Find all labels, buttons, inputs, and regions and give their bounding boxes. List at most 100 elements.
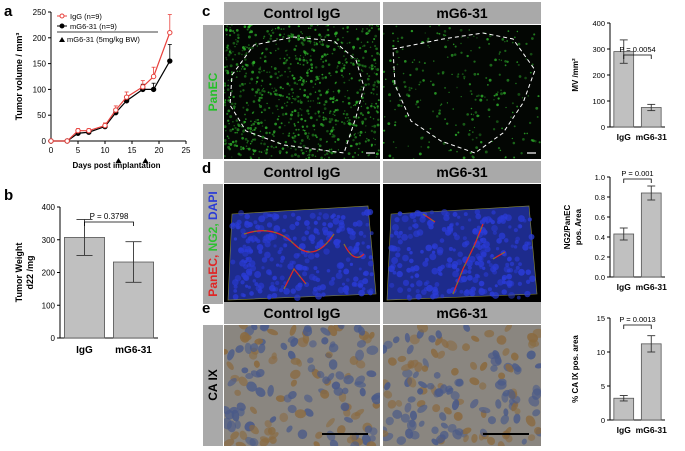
vessel-dot xyxy=(340,41,344,45)
nucleus xyxy=(275,263,280,267)
vessel-dot xyxy=(375,72,378,76)
vessel-dot xyxy=(240,82,244,86)
vessel-dot xyxy=(377,118,380,122)
vessel-dot xyxy=(321,73,324,76)
vessel-dot xyxy=(375,152,379,156)
vessel-dot xyxy=(476,114,479,118)
vessel-dot xyxy=(501,38,505,41)
vessel-dot xyxy=(322,60,325,63)
vessel-dot xyxy=(370,64,374,68)
cell-nucleus xyxy=(307,364,316,373)
vessel-dot xyxy=(535,106,539,110)
vessel-dot xyxy=(317,110,320,113)
vessel-dot xyxy=(297,121,300,124)
vessel-dot xyxy=(302,129,304,131)
nucleus xyxy=(322,229,329,236)
vessel-dot xyxy=(254,33,258,37)
cell-nucleus xyxy=(280,342,288,351)
vessel-dot xyxy=(263,69,265,72)
vessel-dot xyxy=(291,102,293,104)
vessel-dot xyxy=(330,117,334,121)
category-label: IgG xyxy=(617,282,632,292)
legend-marker xyxy=(59,23,65,29)
cell-nucleus xyxy=(289,325,297,336)
vessel-dot xyxy=(243,67,246,71)
vessel-dot xyxy=(511,102,514,105)
nucleus xyxy=(438,268,442,272)
nucleus xyxy=(498,232,506,240)
nucleus xyxy=(502,252,507,257)
cell-nucleus xyxy=(479,382,487,390)
p-value-label: P = 0.001 xyxy=(621,169,653,178)
vessel-dot xyxy=(228,143,230,145)
cell-nucleus xyxy=(313,441,320,446)
vessel-dot xyxy=(434,92,437,95)
x-tick-label: 20 xyxy=(155,146,164,155)
vessel-dot xyxy=(298,58,302,62)
nucleus xyxy=(253,220,258,225)
vessel-dot xyxy=(449,148,452,152)
vessel-dot xyxy=(280,106,284,109)
vessel-dot xyxy=(257,121,260,125)
nucleus xyxy=(395,252,401,258)
nucleus xyxy=(424,257,429,262)
vessel-dot xyxy=(301,151,305,155)
vessel-dot xyxy=(356,63,358,66)
cell-nucleus xyxy=(368,331,375,339)
vessel-dot xyxy=(224,50,226,52)
cell-nucleus xyxy=(513,366,522,375)
vessel-dot xyxy=(403,80,406,84)
category-label: mG6-31 xyxy=(636,282,667,292)
nucleus xyxy=(238,247,244,252)
vessel-dot xyxy=(331,97,335,100)
vessel-dot xyxy=(349,144,353,148)
vessel-dot xyxy=(395,147,397,149)
bar xyxy=(613,397,635,421)
vessel-dot xyxy=(311,67,313,69)
vessel-dot xyxy=(468,83,472,86)
cell-nucleus xyxy=(400,413,410,423)
cell-nucleus xyxy=(532,409,541,417)
cell-nucleus xyxy=(469,399,479,409)
vessel-dot xyxy=(246,142,248,144)
cell-nucleus xyxy=(436,350,446,359)
vessel-dot xyxy=(286,82,290,86)
nucleus xyxy=(396,270,403,278)
vessel-dot xyxy=(470,113,473,115)
vessel-dot xyxy=(321,54,324,58)
vessel-dot xyxy=(316,25,319,26)
vessel-dot xyxy=(372,83,376,87)
cell-nucleus xyxy=(304,408,314,417)
vessel-dot xyxy=(341,74,343,76)
vessel-dot xyxy=(469,151,472,155)
vessel-dot xyxy=(290,35,294,39)
vessel-dot xyxy=(235,38,237,41)
vessel-dot xyxy=(234,102,237,105)
nucleus xyxy=(304,230,310,235)
vessel-dot xyxy=(233,125,235,127)
p-value-label: P = 0.0013 xyxy=(619,315,655,324)
nucleus xyxy=(279,275,285,281)
vessel-dot xyxy=(307,112,310,115)
vessel-dot xyxy=(315,136,318,139)
cell-nucleus xyxy=(287,350,296,360)
nucleus xyxy=(434,282,440,287)
vessel-dot xyxy=(266,102,268,105)
vessel-dot xyxy=(324,59,328,62)
vessel-dot xyxy=(430,80,432,83)
vessel-dot xyxy=(336,119,340,123)
cell-nucleus xyxy=(331,381,341,390)
vessel-dot xyxy=(294,140,297,144)
vessel-dot xyxy=(319,138,323,141)
cell-nucleus xyxy=(433,388,442,398)
vessel-dot xyxy=(316,102,319,104)
vessel-dot xyxy=(302,58,306,62)
cell-nucleus xyxy=(435,336,443,346)
vessel-dot xyxy=(391,79,395,83)
cell-nucleus xyxy=(396,436,407,445)
nucleus xyxy=(518,224,523,229)
vessel-dot xyxy=(350,61,353,64)
nucleus xyxy=(492,230,497,235)
vessel-dot xyxy=(336,138,340,141)
vessel-dot xyxy=(258,150,261,153)
